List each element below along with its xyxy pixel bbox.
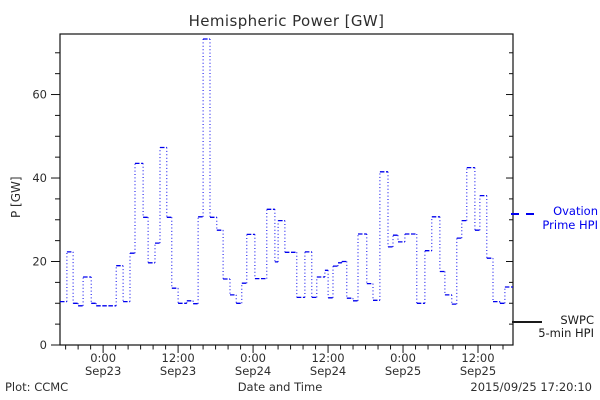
x-tick-date-label: Sep25 (385, 364, 421, 378)
swpc-legend-label-line1: SWPC (560, 313, 594, 327)
swpc-legend-line (512, 321, 542, 323)
swpc-legend-label-line2: 5-min HPI (538, 326, 594, 340)
swpc-legend-label: SWPC 5-min HPI (504, 314, 594, 340)
x-tick-time-label: 0:00 (90, 351, 116, 365)
x-tick-time-label: 0:00 (390, 351, 416, 365)
ovation-series-line (60, 38, 513, 307)
x-tick-time-label: 12:00 (461, 351, 494, 365)
x-tick-time-label: 12:00 (162, 351, 195, 365)
y-tick-label: 60 (32, 88, 47, 102)
ovation-legend-label-line1: Ovation (553, 204, 598, 218)
x-tick-time-label: 0:00 (240, 351, 266, 365)
y-tick-label: 40 (32, 171, 47, 185)
x-tick-date-label: Sep23 (85, 364, 121, 378)
y-tick-label: 20 (32, 255, 47, 269)
plot-frame (59, 33, 514, 346)
x-tick-date-label: Sep24 (310, 364, 346, 378)
ovation-legend-label-line2: Prime HPI (542, 217, 598, 232)
x-axis-label: Date and Time (237, 380, 323, 394)
ovation-legend-label: Ovation Prime HPI (514, 204, 598, 232)
ovation-series-vertical-steps (66, 39, 506, 306)
ovation-legend-line (511, 213, 538, 215)
y-tick-label: 0 (40, 338, 47, 352)
plot-timestamp: 2015/09/25 17:20:10 (470, 380, 592, 394)
x-tick-date-label: Sep25 (460, 364, 496, 378)
x-tick-date-label: Sep23 (160, 364, 196, 378)
chart-title: Hemispheric Power [GW] (188, 12, 385, 30)
x-tick-time-label: 12:00 (311, 351, 344, 365)
plot-source-label: Plot: CCMC (5, 380, 69, 394)
x-tick-date-label: Sep24 (235, 364, 271, 378)
